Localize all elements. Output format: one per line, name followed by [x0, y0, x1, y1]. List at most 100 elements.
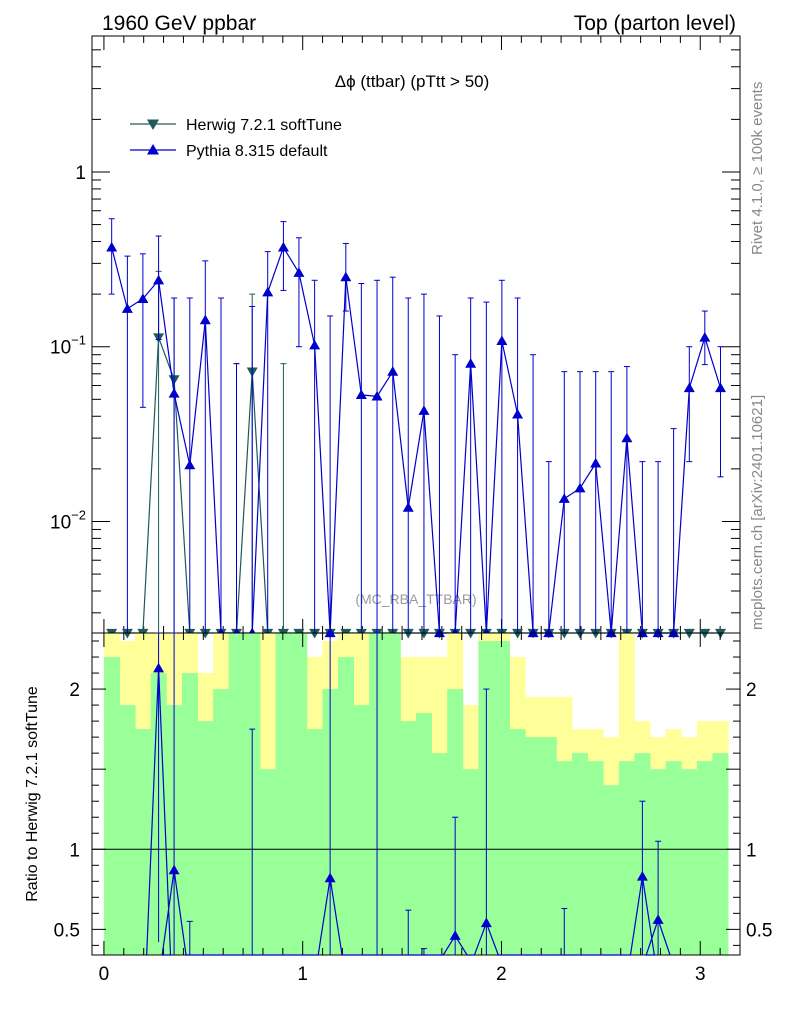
ratio-band-inner — [494, 641, 511, 955]
x-tick-label: 2 — [496, 964, 507, 985]
ratio-band-inner — [696, 761, 713, 955]
ratio-band-inner — [525, 737, 542, 955]
data-point — [340, 271, 352, 282]
main-panel: 1 10−1 10−2 Δϕ (ttbar) (pTtt > 50) (MC_RBA_T… — [50, 35, 741, 639]
ratio-band-inner — [618, 761, 635, 955]
data-point — [387, 366, 399, 376]
data-point — [512, 408, 524, 419]
data-point — [558, 628, 570, 639]
data-point — [683, 382, 695, 393]
series-line — [111, 337, 721, 634]
data-point — [668, 627, 680, 638]
ratio-y-tick-label: 2 — [69, 680, 80, 701]
legend-marker — [147, 144, 159, 155]
ratio-band-inner — [135, 729, 152, 955]
data-point — [402, 502, 414, 512]
data-point — [512, 628, 524, 639]
header-left: 1960 GeV ppbar — [102, 12, 256, 35]
ratio-band-inner — [259, 769, 276, 955]
data-point — [418, 405, 430, 415]
rivet-label: Rivet 4.1.0, ≥ 100k events — [749, 82, 766, 255]
ratio-data-point — [324, 872, 336, 883]
legend-marker — [147, 119, 159, 130]
ratio-band-inner — [712, 753, 729, 955]
ratio-band-inner — [306, 729, 323, 955]
ratio-y-tick-label-right: 0.5 — [746, 920, 772, 941]
data-point — [168, 387, 180, 398]
data-point — [355, 389, 367, 400]
ratio-band-inner — [400, 721, 417, 955]
data-point — [683, 628, 695, 639]
ratio-data-point — [449, 930, 461, 940]
data-point — [590, 628, 602, 639]
ratio-band-inner — [416, 713, 433, 955]
x-tick-label: 0 — [99, 964, 110, 985]
data-point — [574, 482, 586, 493]
ratio-band-inner — [540, 737, 557, 955]
ratio-band-inner — [431, 753, 448, 955]
data-point — [153, 274, 165, 285]
ratio-y-tick-label: 0.5 — [54, 920, 80, 941]
data-point — [715, 382, 727, 393]
data-point — [262, 286, 274, 297]
x-tick-label: 3 — [695, 964, 706, 985]
ratio-band-inner — [556, 761, 573, 955]
ratio-y-tick-label: 1 — [69, 840, 80, 861]
data-point — [418, 628, 430, 639]
data-point — [699, 628, 711, 639]
data-point — [137, 293, 149, 303]
ratio-band-inner — [665, 761, 682, 955]
data-point — [121, 303, 133, 313]
data-point — [465, 358, 477, 368]
series-line — [111, 246, 722, 634]
ratio-band-inner — [587, 761, 604, 955]
mcplots-label: mcplots.cern.ch [arXiv:2401.10621] — [749, 395, 766, 630]
data-point — [106, 241, 118, 252]
legend-label: Herwig 7.2.1 softTune — [186, 117, 342, 134]
ratio-band-inner — [291, 633, 308, 955]
analysis-watermark: (MC_RBA_TTBAR) — [355, 591, 476, 607]
data-point — [293, 267, 305, 277]
ratio-data-point — [153, 662, 165, 673]
ratio-data-point — [168, 864, 180, 875]
data-point — [309, 628, 321, 639]
data-point — [121, 628, 133, 639]
data-point — [324, 627, 336, 638]
header-right: Top (parton level) — [574, 12, 736, 35]
data-point — [574, 628, 586, 639]
y-tick-label: 1 — [75, 163, 86, 184]
data-point — [605, 627, 617, 638]
ratio-band-inner — [572, 753, 589, 955]
ratio-band-inner — [462, 769, 479, 955]
ratio-band-inner — [197, 721, 214, 955]
ratio-band-inner — [275, 633, 292, 955]
data-point — [199, 628, 211, 639]
ratio-band-inner — [119, 705, 136, 955]
data-point — [309, 339, 321, 350]
data-point — [527, 627, 539, 638]
data-point — [371, 390, 383, 401]
ratio-y-tick-label-right: 2 — [746, 680, 757, 701]
data-point — [590, 457, 602, 468]
data-point — [184, 459, 196, 470]
data-point — [543, 627, 555, 638]
data-point — [402, 628, 414, 639]
ratio-band-inner — [181, 673, 198, 955]
ratio-y-axis-label: Ratio to Herwig 7.2.1 softTune — [24, 686, 41, 902]
ratio-band-inner — [509, 729, 526, 955]
ratio-band-inner — [213, 689, 230, 955]
ratio-band-inner — [681, 769, 698, 955]
ratio-y-tick-label-right: 1 — [746, 840, 757, 861]
ratio-data-point — [636, 871, 648, 881]
legend-label: Pythia 8.315 default — [186, 143, 328, 160]
data-point — [496, 335, 508, 346]
ratio-band-inner — [384, 633, 401, 955]
data-point — [621, 432, 633, 443]
plot-title: Δϕ (ttbar) (pTtt > 50) — [335, 72, 490, 91]
ratio-panel: 0 1 2 3 0.5 0.5 1 1 2 2 Ratio to Herwig 7.2.1 soft… — [24, 632, 772, 985]
data-point — [199, 314, 211, 325]
y-tick-label: 10−1 — [50, 333, 86, 359]
ratio-band-inner — [228, 633, 245, 955]
data-point — [277, 241, 289, 252]
